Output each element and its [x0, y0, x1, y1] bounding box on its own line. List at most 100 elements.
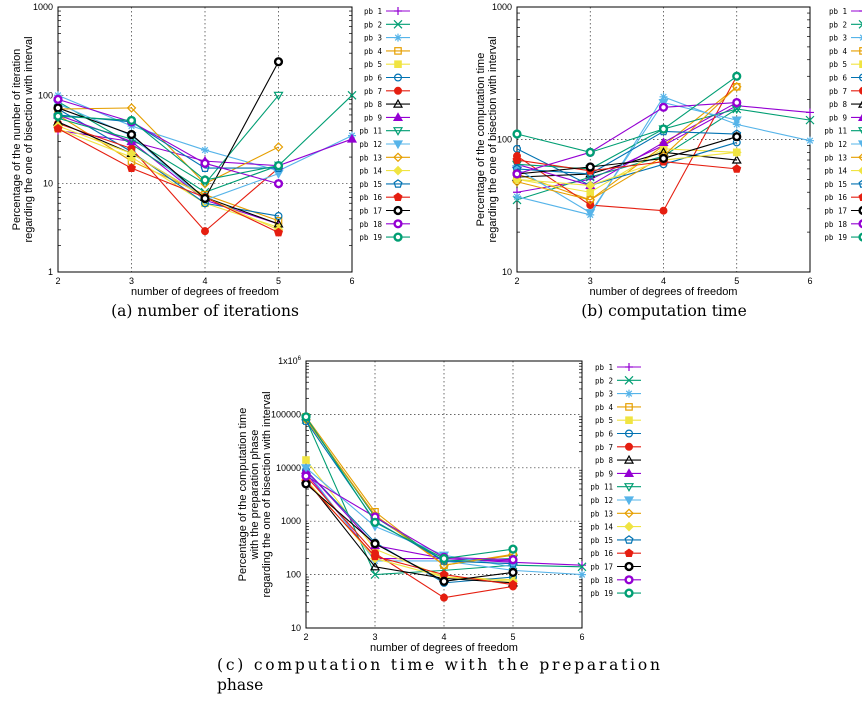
legend-item: pb 1	[364, 7, 410, 16]
legend-label: pb 1	[829, 7, 847, 16]
legend-label: pb 3	[364, 34, 382, 43]
x-tick-label: 5	[734, 276, 739, 286]
x-tick-label: 3	[588, 276, 593, 286]
legend-label: pb 4	[829, 47, 848, 56]
legend-label: pb 16	[590, 549, 613, 558]
data-point	[805, 115, 815, 125]
y-axis-label: Percentage of the computation time	[475, 53, 487, 227]
series-line	[516, 76, 738, 212]
y-tick-label: 10	[502, 267, 512, 277]
legend-label: pb 2	[595, 376, 613, 385]
legend-item: pb 14	[359, 165, 410, 176]
data-point	[578, 570, 586, 579]
x-tick-label: 2	[55, 276, 60, 286]
series-pb-11	[300, 414, 519, 567]
legend-label: pb 7	[595, 443, 613, 452]
data-point	[273, 142, 284, 152]
series-line	[57, 107, 279, 185]
series-pb-12	[52, 100, 284, 206]
data-point	[126, 103, 137, 113]
legend-label: pb 12	[590, 496, 613, 505]
caption-text: (c) computation time with the preparatio…	[217, 656, 660, 674]
legend-label: pb 1	[595, 363, 613, 372]
legend-item: pb 5	[364, 60, 410, 69]
legend-item: pb 16	[359, 192, 410, 202]
legend-label: pb 6	[364, 74, 383, 83]
legend-item: pb 5	[829, 60, 862, 69]
series-pb-19	[512, 71, 742, 157]
y-axis-label: regarding the one of bisection with inte…	[261, 391, 273, 597]
data-point	[732, 71, 742, 81]
legend-item: pb 12	[824, 140, 862, 149]
legend-label: pb 16	[359, 193, 382, 202]
legend-label: pb 8	[829, 100, 848, 109]
data-point	[659, 92, 668, 101]
x-axis-label: number of degrees of freedom	[590, 286, 738, 298]
legend-label: pb 3	[829, 34, 847, 43]
plot-frame	[305, 360, 583, 629]
caption-text: phase	[217, 676, 263, 694]
x-tick-label: 3	[129, 276, 134, 286]
legend: pb 1 pb 2 pb 3 pb 4 pb 5 pb 6 pb 7 pb 8 pb 9 pb 1…	[590, 363, 641, 598]
data-point	[731, 81, 742, 92]
legend-item: pb 9	[364, 112, 410, 122]
y-tick-label: 100	[497, 135, 512, 145]
data-point	[53, 123, 63, 133]
legend-label: pb 18	[359, 220, 382, 229]
data-point	[586, 201, 595, 210]
series-line	[516, 108, 737, 170]
data-point	[508, 579, 518, 589]
series-line	[57, 108, 279, 217]
data-point	[731, 154, 742, 164]
figure-caption: (a) number of iterations	[111, 302, 299, 320]
x-tick-label: 3	[372, 632, 377, 642]
data-point	[201, 227, 210, 236]
series-pb-17	[53, 57, 284, 204]
data-point	[658, 153, 669, 164]
y-tick-label: 1000	[281, 516, 301, 526]
series-line	[57, 94, 279, 185]
legend-item: pb 1	[829, 7, 862, 16]
x-axis-label: number of degrees of freedom	[370, 642, 518, 654]
y-tick-label: 1000	[492, 2, 512, 12]
legend-label: pb 8	[364, 100, 383, 109]
x-tick-label: 4	[661, 276, 666, 286]
series-line	[57, 122, 279, 232]
data-point	[126, 115, 137, 126]
data-point	[512, 174, 522, 185]
data-point	[732, 97, 742, 108]
legend-label: pb 8	[595, 456, 614, 465]
legend-item: pb 15	[590, 535, 641, 545]
legend-label: pb 18	[590, 576, 613, 585]
legend-item: pb 9	[595, 468, 641, 478]
data-point	[512, 169, 522, 179]
legend-item: pb 7	[595, 443, 641, 452]
series-pb-4	[302, 413, 517, 569]
legend-label: pb 6	[829, 74, 848, 83]
series-line	[305, 479, 514, 584]
legend-item: pb 4	[364, 47, 410, 56]
legend-item: pb 11	[359, 127, 410, 136]
x-axis-label: number of degrees of freedom	[131, 286, 279, 298]
data-point	[347, 90, 357, 100]
series-line	[516, 102, 737, 175]
series-pb-17	[301, 479, 518, 586]
y-tick-label: 100	[286, 570, 301, 580]
series-line	[516, 130, 737, 175]
legend-item: pb 1	[595, 363, 641, 372]
series-pb-14	[512, 147, 742, 191]
series-pb-5	[302, 456, 517, 584]
legend-item: pb 16	[824, 193, 862, 202]
x-tick-label: 2	[514, 276, 519, 286]
data-point	[273, 91, 284, 101]
legend-label: pb 15	[824, 180, 847, 189]
data-point	[126, 163, 137, 172]
legend-item: pb 6	[829, 74, 862, 83]
legend-item: pb 17	[824, 206, 862, 216]
legend-label: pb 2	[364, 20, 382, 29]
legend-label: pb 5	[364, 60, 382, 69]
legend-label: pb 1	[364, 7, 382, 16]
series-line	[305, 483, 514, 582]
chart-3: 2 3 4 5 6 10 100 1000 10000 100000 1x106 number of …	[217, 356, 660, 694]
data-point	[53, 103, 63, 113]
